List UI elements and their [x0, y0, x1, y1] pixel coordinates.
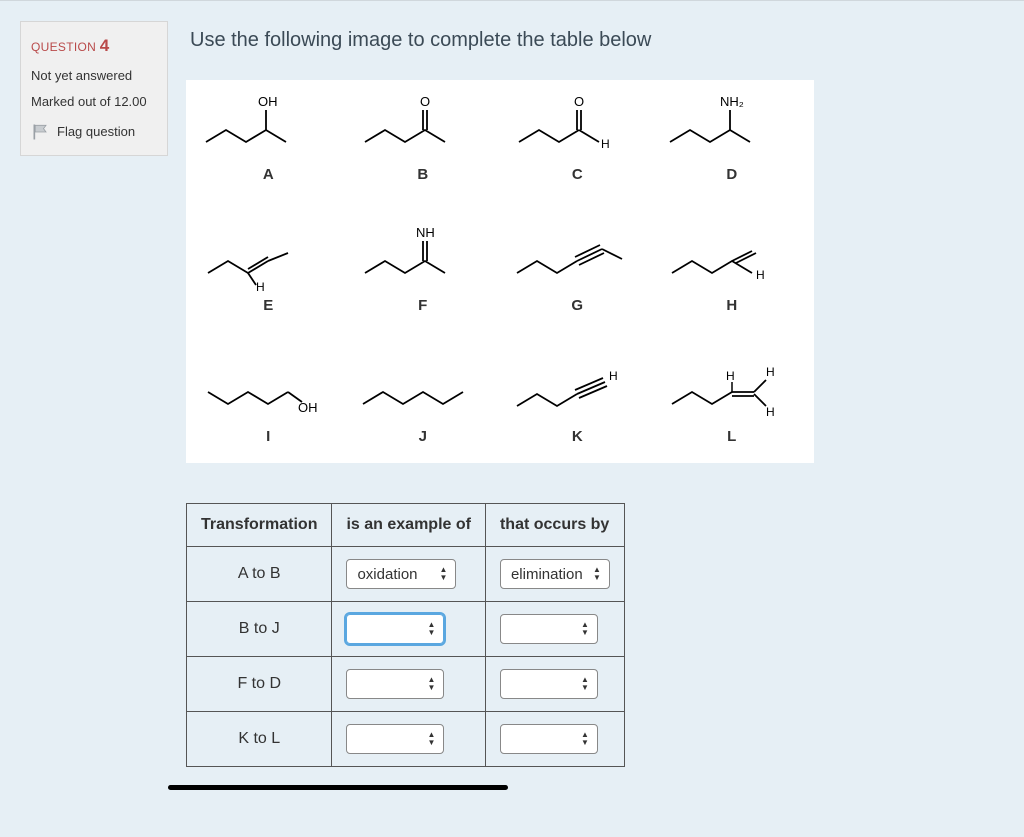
svg-text:H: H: [256, 280, 265, 293]
table-row: K to L ▲ ▼ ▲ ▼: [187, 712, 625, 767]
molecule-image: OH A O B: [186, 80, 814, 463]
occurs-select[interactable]: ▲ ▼: [500, 614, 598, 644]
svg-text:H: H: [601, 137, 610, 151]
question-marks: Marked out of 12.00: [31, 91, 159, 113]
col-example-of: is an example of: [332, 504, 486, 547]
flag-question-label: Flag question: [57, 121, 135, 143]
transformation-cell: A to B: [187, 547, 332, 602]
mol-D: NH₂ D: [660, 92, 805, 183]
mol-I: OH I: [196, 354, 341, 445]
flag-question-link[interactable]: Flag question: [31, 121, 159, 143]
svg-text:NH₂: NH₂: [720, 94, 744, 109]
flag-icon: [31, 123, 51, 141]
svg-text:OH: OH: [298, 400, 318, 415]
mol-A: OH A: [196, 92, 341, 183]
example-select[interactable]: ▲ ▼: [346, 669, 444, 699]
updown-icon: ▲ ▼: [581, 676, 589, 692]
table-row: B to J ▲ ▼ ▲ ▼: [187, 602, 625, 657]
col-transformation: Transformation: [187, 504, 332, 547]
mol-C: O H C: [505, 92, 650, 183]
example-select[interactable]: ▲ ▼: [346, 724, 444, 754]
updown-icon: ▲ ▼: [428, 676, 436, 692]
occurs-select[interactable]: elimination ▲ ▼: [500, 559, 610, 589]
transformation-cell: K to L: [187, 712, 332, 767]
mol-F: NH F: [351, 223, 496, 314]
mol-B: O B: [351, 92, 496, 183]
occurs-select[interactable]: ▲ ▼: [500, 724, 598, 754]
svg-text:O: O: [420, 94, 430, 109]
question-content: Use the following image to complete the …: [186, 21, 1014, 790]
select-value: elimination: [511, 566, 583, 583]
updown-icon: ▲ ▼: [440, 566, 448, 582]
question-status: Not yet answered: [31, 65, 159, 87]
question-label: QUESTION 4: [31, 32, 159, 61]
transformation-cell: B to J: [187, 602, 332, 657]
table-row: F to D ▲ ▼ ▲ ▼: [187, 657, 625, 712]
mol-L: H H H L: [660, 354, 805, 445]
updown-icon: ▲ ▼: [428, 731, 436, 747]
occurs-select[interactable]: ▲ ▼: [500, 669, 598, 699]
example-select[interactable]: ▲ ▼: [346, 614, 444, 644]
svg-text:NH: NH: [416, 225, 435, 240]
mol-G: G: [505, 223, 650, 314]
horizontal-scrollbar[interactable]: [168, 785, 508, 790]
answer-table: Transformation is an example of that occ…: [186, 503, 625, 767]
mol-E: H E: [196, 223, 341, 314]
svg-text:H: H: [766, 365, 775, 379]
svg-text:H: H: [756, 268, 765, 282]
transformation-cell: F to D: [187, 657, 332, 712]
mol-J: J: [351, 354, 496, 445]
updown-icon: ▲ ▼: [428, 621, 436, 637]
select-value: oxidation: [357, 566, 417, 583]
svg-text:H: H: [609, 369, 618, 383]
svg-text:H: H: [766, 405, 775, 419]
col-occurs-by: that occurs by: [485, 504, 624, 547]
svg-text:H: H: [726, 369, 735, 383]
question-prompt: Use the following image to complete the …: [190, 29, 1014, 52]
svg-text:O: O: [574, 94, 584, 109]
example-select[interactable]: oxidation ▲ ▼: [346, 559, 456, 589]
updown-icon: ▲ ▼: [593, 566, 601, 582]
table-row: A to B oxidation ▲ ▼ elimination ▲ ▼: [187, 547, 625, 602]
svg-text:OH: OH: [258, 94, 278, 109]
updown-icon: ▲ ▼: [581, 621, 589, 637]
question-info-panel: QUESTION 4 Not yet answered Marked out o…: [20, 21, 168, 156]
updown-icon: ▲ ▼: [581, 731, 589, 747]
mol-H: H H: [660, 223, 805, 314]
mol-K: H K: [505, 354, 650, 445]
